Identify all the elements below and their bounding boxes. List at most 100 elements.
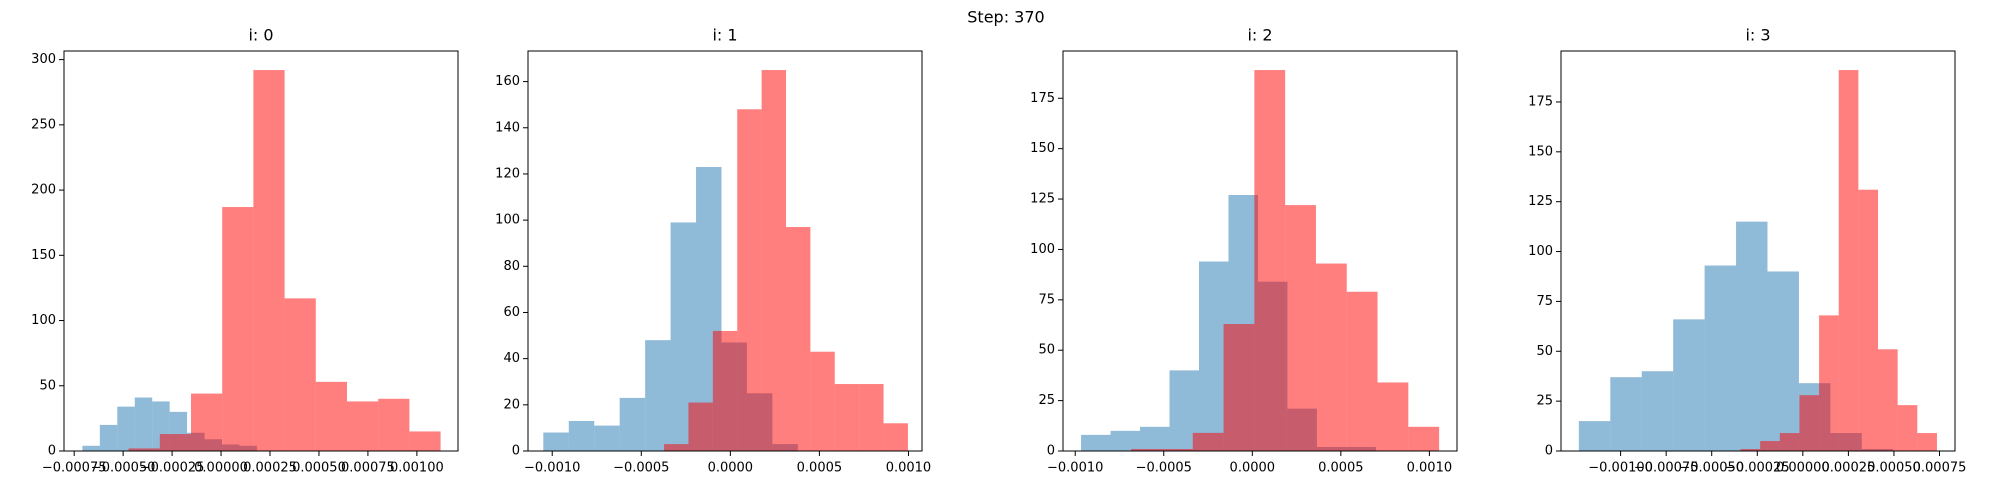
y-tick-label: 80	[503, 259, 520, 274]
y-tick-label: 150	[31, 248, 56, 263]
hist-bar	[128, 448, 160, 451]
x-tick-label: −0.00100	[1588, 461, 1653, 476]
subplot-title: i: 1	[712, 26, 737, 45]
hist-bar	[712, 330, 738, 451]
y-tick-label: 150	[1528, 144, 1553, 159]
subplot: i: 1 −0.0010 −0.0005 0.0000 0.0005 0.0010 0 20 4…	[495, 26, 931, 476]
x-tick-label: −0.0005	[1136, 461, 1192, 476]
hist-bar	[222, 207, 254, 451]
hist-bar	[1641, 371, 1674, 451]
hist-bar	[1408, 426, 1440, 451]
hist-bar	[761, 70, 787, 452]
hist-bar	[99, 424, 118, 451]
y-tick-label: 160	[495, 74, 520, 89]
hist-bar	[134, 397, 153, 451]
y-tick-label: 250	[31, 117, 56, 132]
x-tick-label: 0.00025	[1822, 461, 1876, 476]
subplot-title: i: 3	[1745, 26, 1770, 45]
hist-bar	[1346, 291, 1378, 451]
hist-bar	[315, 381, 347, 451]
y-tick-label: 0	[48, 444, 56, 459]
hist-bar	[1578, 421, 1611, 451]
y-tick-label: 50	[39, 378, 56, 393]
x-tick-label: −0.00075	[42, 461, 107, 476]
hist-bar	[117, 406, 135, 451]
hist-bar	[1897, 405, 1918, 451]
hist-bar	[409, 431, 441, 451]
hist-bar	[1673, 319, 1705, 451]
hist-bar	[594, 425, 620, 451]
hist-bar	[737, 109, 762, 452]
x-tick-label: −0.0005	[613, 461, 669, 476]
hist-bar	[1736, 221, 1768, 451]
hist-bar	[664, 444, 689, 451]
x-tick-label: 0.00025	[243, 461, 297, 476]
hist-bar	[1254, 70, 1286, 452]
hist-bar	[1610, 377, 1642, 451]
hist-bar	[1285, 205, 1316, 451]
hist-bar	[191, 393, 223, 451]
x-tick-label: 0.00075	[1913, 461, 1967, 476]
hist-bar	[1131, 448, 1162, 451]
x-tick-label: 0.0005	[797, 461, 843, 476]
x-tick-label: −0.00050	[91, 461, 156, 476]
axes-frame	[527, 50, 923, 452]
x-tick-label: 0.00000	[194, 461, 248, 476]
hist-bar	[1878, 349, 1898, 451]
hist-bar	[346, 401, 379, 451]
y-tick-label: 175	[1030, 91, 1055, 106]
y-tick-label: 50	[1536, 344, 1553, 359]
hist-bar	[1110, 430, 1141, 451]
y-tick-label: 50	[1038, 343, 1055, 358]
y-tick-label: 25	[1038, 393, 1055, 408]
y-tick-label: 125	[1030, 192, 1055, 207]
y-tick-label: 20	[503, 397, 520, 412]
x-tick-label: −0.00075	[1634, 461, 1699, 476]
hist-bar	[1819, 315, 1839, 451]
y-tick-label: 75	[1536, 294, 1553, 309]
y-tick-label: 25	[1536, 394, 1553, 409]
x-tick-label: 0.0000	[708, 461, 754, 476]
hist-bar	[378, 398, 410, 451]
hist-bar	[1799, 395, 1820, 451]
hist-bar	[619, 397, 646, 451]
hist-bar	[1377, 382, 1409, 451]
y-tick-label: 120	[495, 166, 520, 181]
y-tick-label: 40	[503, 351, 520, 366]
y-tick-label: 100	[31, 313, 56, 328]
x-tick-label: 0.00100	[390, 461, 444, 476]
subplot: i: 0−0.00075−0.00050−0.000250.000000.000…	[31, 26, 459, 476]
y-tick-label: 100	[495, 213, 520, 228]
x-tick-label: 0.00000	[1776, 461, 1830, 476]
x-tick-label: −0.00025	[1725, 461, 1790, 476]
hist-bar	[284, 298, 316, 451]
x-tick-label: 0.00050	[292, 461, 346, 476]
y-tick-label: 100	[1030, 242, 1055, 257]
x-tick-label: 0.0010	[1407, 461, 1453, 476]
subplot: i: 3−0.00100−0.00075−0.00050−0.000250.00…	[1528, 26, 1966, 476]
hist-bar	[1760, 441, 1780, 451]
hist-bar	[159, 434, 192, 451]
hist-bar	[883, 423, 908, 451]
subplot: i: 2 −0.0010 −0.0005 0.0000 0.0005 0.0010 0 25 5…	[1030, 26, 1458, 476]
hist-bar	[568, 420, 595, 451]
hist-bar	[1192, 432, 1224, 451]
y-tick-label: 75	[1038, 292, 1055, 307]
hist-bar	[1081, 434, 1111, 451]
y-tick-label: 0	[1545, 444, 1553, 459]
x-tick-label: 0.0005	[1318, 461, 1364, 476]
hist-bar	[1161, 448, 1193, 451]
hist-bar	[1917, 433, 1937, 451]
hist-bar	[82, 445, 100, 451]
y-tick-label: 150	[1030, 141, 1055, 156]
x-tick-label: −0.0010	[524, 461, 580, 476]
x-tick-label: 0.0000	[1230, 461, 1276, 476]
hist-bar	[688, 402, 713, 451]
hist-bar	[810, 351, 835, 451]
x-tick-label: −0.00025	[140, 461, 205, 476]
axes-frame	[1062, 50, 1458, 452]
y-tick-label: 0	[1047, 444, 1055, 459]
hist-bar	[1704, 265, 1737, 451]
